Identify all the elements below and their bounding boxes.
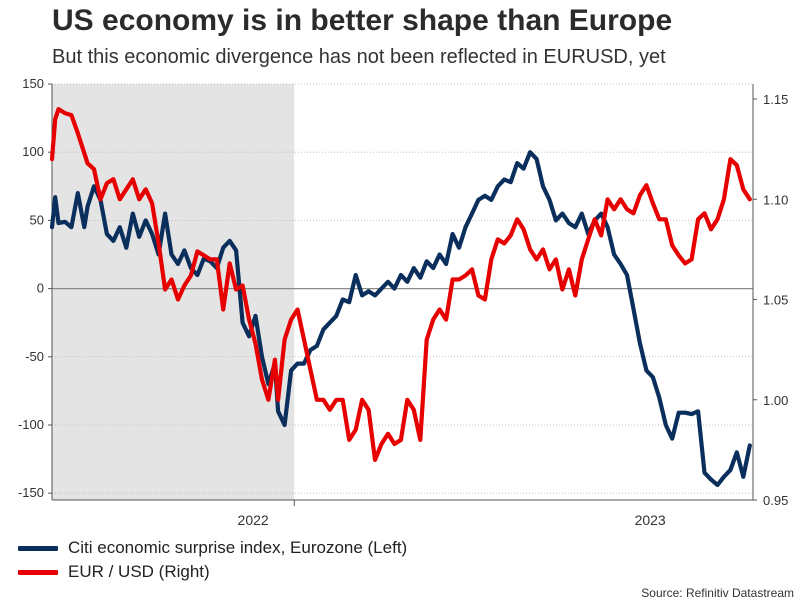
- right-axis-tick-label: 1.15: [763, 92, 788, 107]
- chart-legend: Citi economic surprise index, Eurozone (…: [18, 536, 407, 584]
- right-axis-tick-label: 1.05: [763, 293, 788, 308]
- legend-label-eurusd: EUR / USD (Right): [68, 562, 210, 581]
- left-axis-tick-label: 100: [22, 144, 44, 159]
- chart-canvas: 150 100 50 0 -50 -100 -150 1.15 1.10 1.05 1.00 0.95…: [18, 76, 788, 528]
- x-axis-tick-label: 2023: [635, 512, 666, 528]
- left-axis-tick-label: -100: [18, 417, 44, 432]
- left-axis-tick-label: 150: [22, 76, 44, 91]
- legend-label-surprise-index: Citi economic surprise index, Eurozone (…: [68, 538, 408, 557]
- left-axis-tick-label: -150: [18, 485, 44, 500]
- right-axis-tick-label: 0.95: [763, 493, 788, 508]
- legend-swatch-surprise-index: [18, 545, 58, 551]
- left-axis-tick-label: 50: [30, 212, 44, 227]
- legend-item-eurusd: EUR / USD (Right): [18, 560, 407, 584]
- shaded-period: [52, 84, 295, 500]
- source-note: Source: Refinitiv Datastream: [641, 586, 794, 600]
- series-line-eurusd: [49, 106, 752, 462]
- legend-swatch-eurusd: [18, 569, 58, 575]
- left-axis-tick-label: 0: [37, 281, 44, 296]
- legend-item-surprise-index: Citi economic surprise index, Eurozone (…: [18, 536, 407, 560]
- right-axis-tick-label: 1.10: [763, 192, 788, 207]
- right-axis-tick-label: 1.00: [763, 393, 788, 408]
- series-line-surprise-index: [49, 150, 752, 488]
- chart-subtitle: But this economic divergence has not bee…: [52, 46, 666, 68]
- left-axis-tick-label: -50: [25, 349, 44, 364]
- chart-title: US economy is in better shape than Europ…: [52, 4, 673, 37]
- x-axis-tick-label: 2022: [238, 512, 269, 528]
